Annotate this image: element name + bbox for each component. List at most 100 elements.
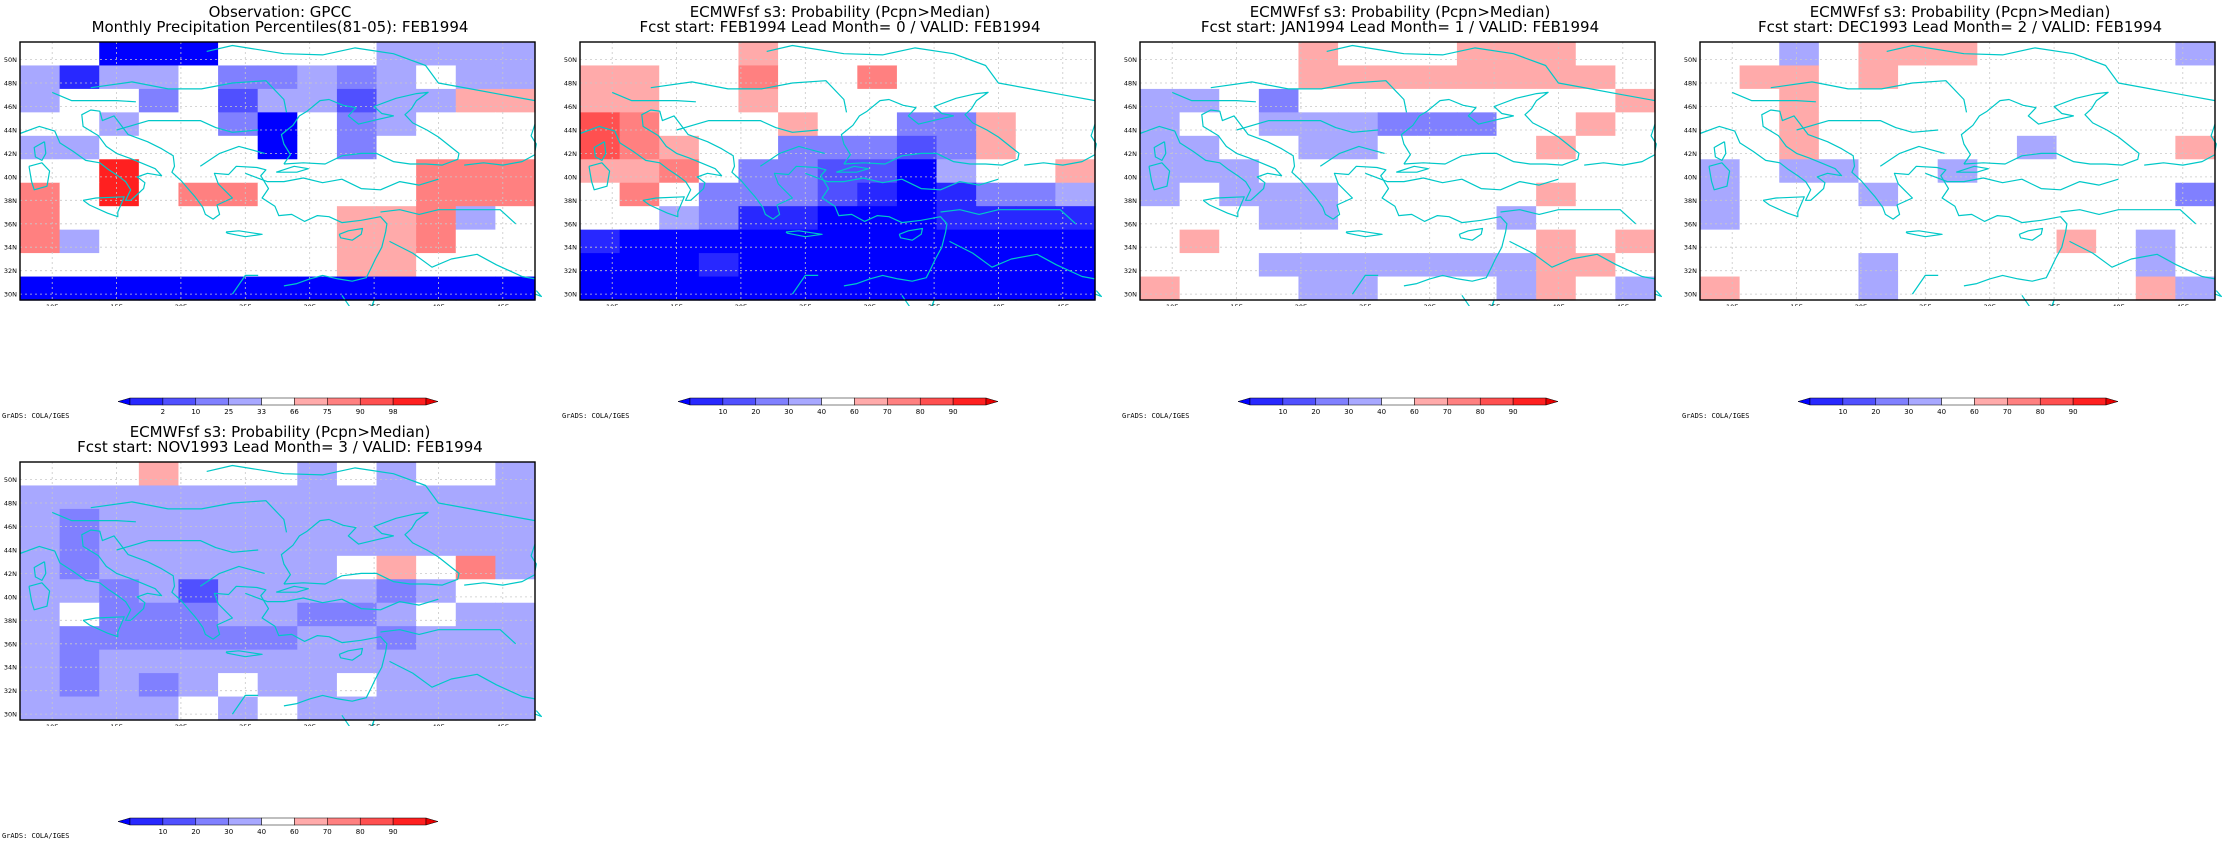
colorbar-box — [359, 817, 394, 826]
grid-cell — [59, 182, 100, 207]
grid-cell — [778, 65, 819, 90]
grid-cell — [976, 276, 1017, 301]
grid-cell — [1377, 112, 1418, 137]
colorbar-label: 40 — [257, 828, 266, 836]
grid-cell — [20, 135, 61, 160]
grid-cell — [1377, 229, 1418, 254]
lat-tick-label: 36N — [1684, 220, 1697, 228]
grid-cell — [297, 206, 338, 231]
grid-cell — [495, 462, 536, 487]
grid-cell — [178, 649, 219, 674]
coastline — [245, 592, 439, 611]
lon-tick-label: 30E — [304, 723, 316, 726]
grid-cell — [416, 555, 457, 580]
grid-cell — [1739, 42, 1780, 67]
grid-cell — [2135, 112, 2176, 137]
coastline — [1509, 240, 1656, 280]
grid-cell — [138, 602, 180, 627]
grid-cell — [817, 65, 858, 90]
lat-tick-label: 34N — [4, 664, 17, 672]
grid-cell — [495, 42, 536, 67]
grid-cell — [1739, 182, 1780, 207]
grid-cell — [1219, 253, 1260, 278]
lat-tick-label: 50N — [1124, 56, 1137, 64]
grid-cell — [297, 602, 338, 627]
grid-cell — [778, 42, 819, 67]
lat-tick-label: 50N — [4, 476, 17, 484]
coastline — [2018, 227, 2044, 241]
colorbar-label: 60 — [1970, 408, 1979, 416]
lat-tick-label: 40N — [1684, 173, 1697, 181]
grid-cell — [1456, 229, 1498, 254]
coastline — [1345, 230, 1383, 238]
lat-tick-label: 44N — [4, 127, 17, 135]
grid-cell — [698, 206, 740, 231]
colorbar-box — [2072, 397, 2107, 406]
grid-cell — [336, 462, 378, 487]
grid-cell — [99, 462, 140, 487]
grid-cell — [2135, 229, 2176, 254]
grid-cell — [1456, 112, 1498, 137]
grid-cell — [1258, 42, 1300, 67]
grid-cell — [1977, 65, 2018, 90]
grid-cell — [297, 508, 338, 533]
grid-cell — [1055, 206, 1096, 231]
grid-cell — [1140, 88, 1181, 113]
grid-cell — [495, 206, 536, 231]
grid-cell — [416, 602, 457, 627]
grid-cell — [257, 673, 298, 698]
grid-cell — [1140, 229, 1181, 254]
coastline — [2144, 154, 2216, 166]
grid-cell — [976, 229, 1017, 254]
grid-cell — [455, 135, 496, 160]
grid-cell — [336, 253, 378, 278]
colorbar-box — [1414, 397, 1448, 406]
colorbar-box — [1315, 397, 1349, 406]
grid-cell — [1739, 276, 1780, 301]
grid-cell — [138, 159, 180, 184]
panel-title-line2: Fcst start: FEB1994 Lead Month= 0 / VALI… — [639, 18, 1041, 36]
grid-cell — [59, 42, 100, 67]
lat-tick-label: 46N — [1124, 103, 1137, 111]
grid-cell — [2175, 135, 2216, 160]
colorbar-box — [1941, 397, 1975, 406]
lat-tick-label: 32N — [564, 267, 577, 275]
grid-cell — [218, 602, 259, 627]
grid-cell — [2056, 159, 2097, 184]
lat-tick-label: 38N — [4, 617, 17, 625]
coastline — [1326, 44, 1656, 102]
grid-cell — [297, 253, 338, 278]
grid-cell — [1575, 65, 1616, 90]
grid-cell — [2175, 112, 2216, 137]
grid-cell — [778, 112, 819, 137]
grid-cell — [20, 532, 61, 557]
grid-cell — [20, 206, 61, 231]
lon-tick-label: 20E — [175, 303, 187, 306]
coastline — [276, 585, 309, 593]
grid-cell — [2175, 276, 2216, 301]
grid-cell — [218, 555, 259, 580]
grid-cell — [698, 159, 740, 184]
coastline — [676, 119, 819, 133]
grid-cell — [1338, 159, 1379, 184]
grid-cell — [257, 649, 298, 674]
grid-cell — [659, 135, 700, 160]
lat-tick-label: 30N — [4, 291, 17, 299]
lon-tick-label: 30E — [1424, 303, 1436, 306]
coastline — [1886, 44, 2216, 102]
grid-cell — [59, 159, 100, 184]
grid-cell — [59, 673, 100, 698]
grid-cell — [1298, 159, 1339, 184]
coastline — [51, 511, 136, 523]
lat-tick-label: 48N — [1124, 80, 1137, 88]
grid-cell — [495, 532, 536, 557]
grid-cell — [1015, 135, 1056, 160]
map-frame — [19, 41, 536, 301]
graticule — [1700, 42, 2215, 300]
grid-cell — [138, 532, 180, 557]
grid-cell — [778, 276, 819, 301]
coastline — [2021, 294, 2055, 306]
grid-cell — [455, 696, 496, 721]
grid-cell — [376, 135, 417, 160]
colorbar-label: 60 — [850, 408, 859, 416]
